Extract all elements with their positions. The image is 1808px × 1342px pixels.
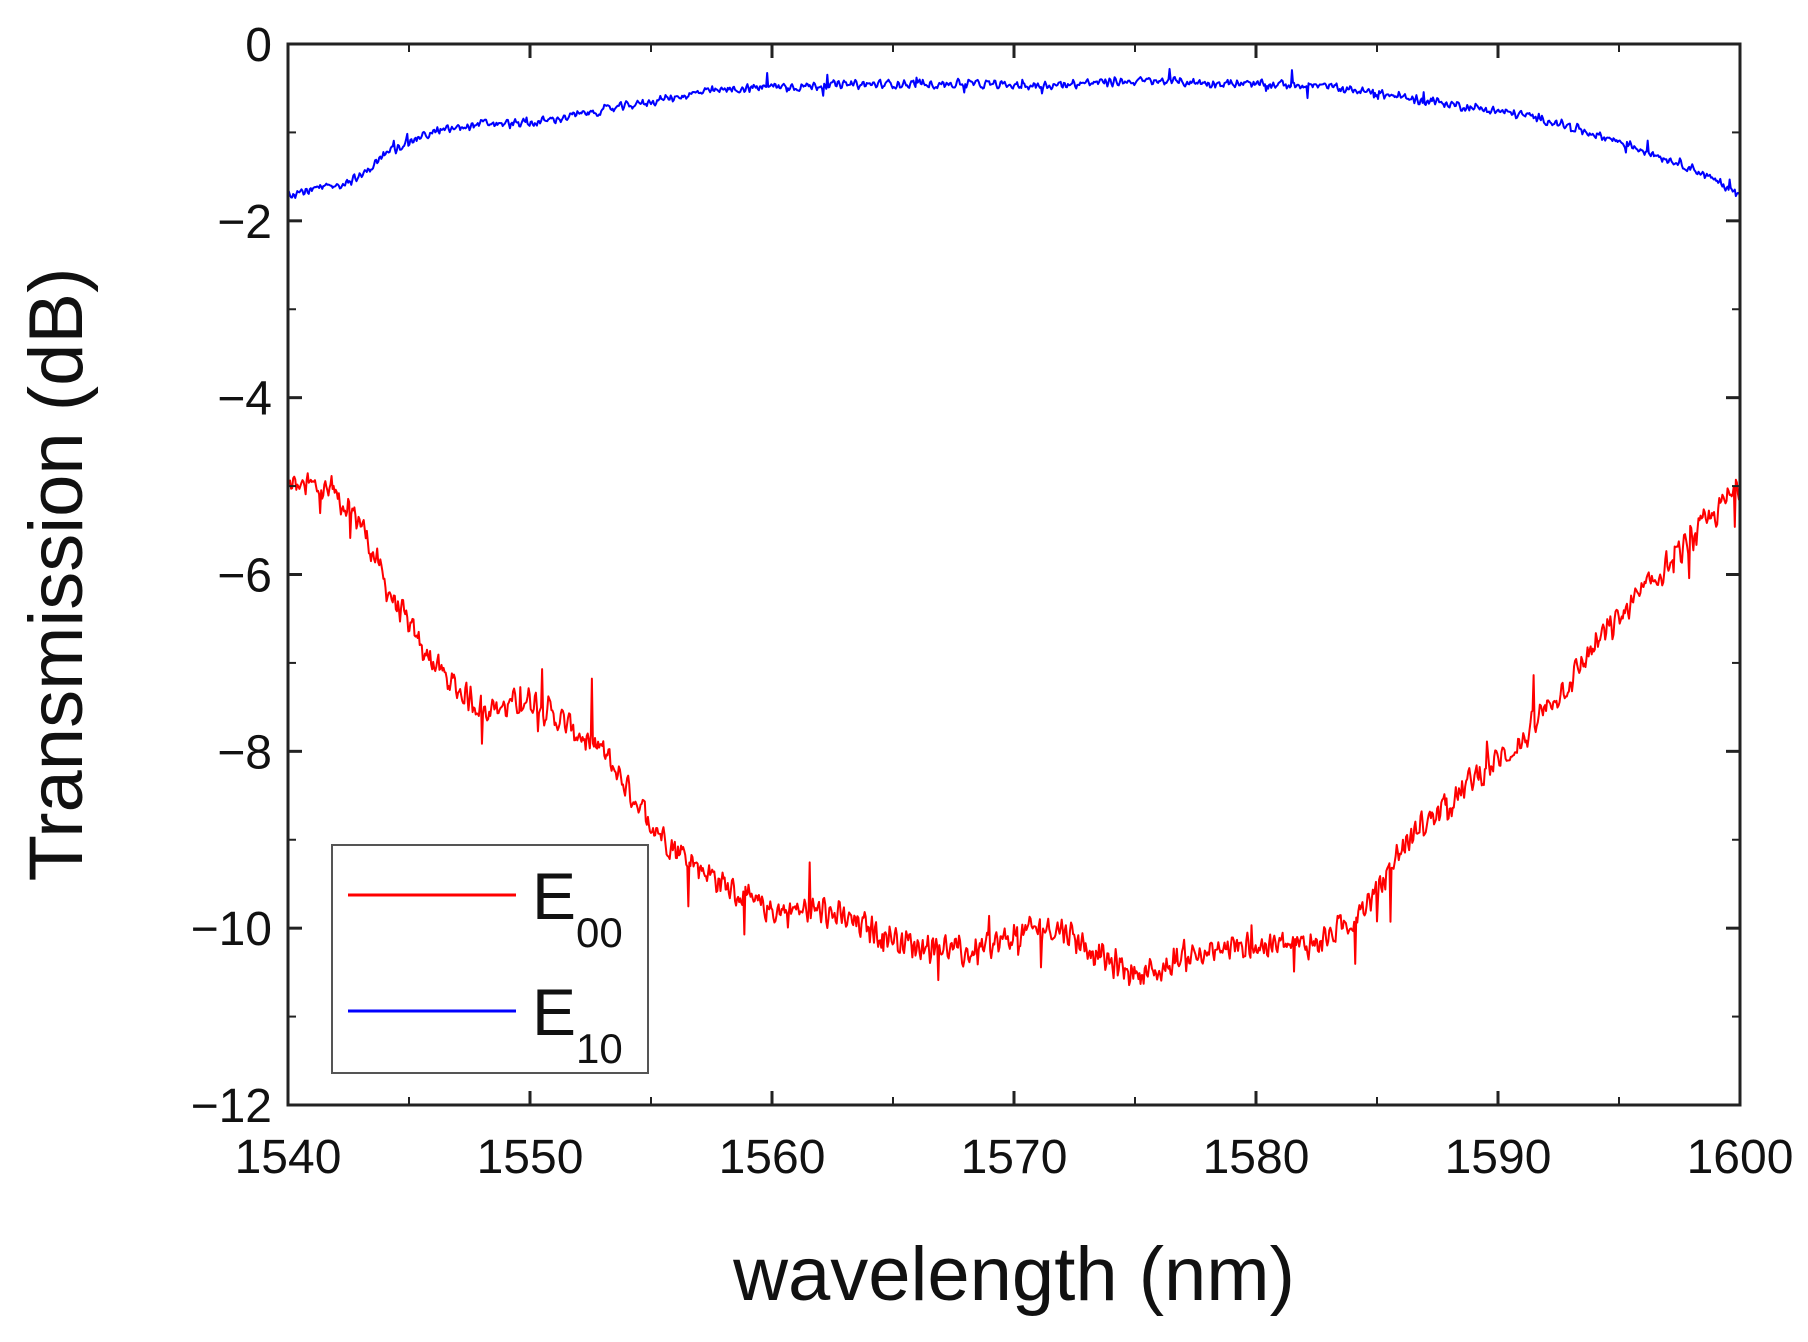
x-tick-label: 1540 <box>235 1131 342 1184</box>
y-tick-labels: 0 −2 −4 −6 −8 −10 −12 <box>191 19 272 1133</box>
x-tick-label: 1600 <box>1687 1131 1794 1184</box>
x-tick-label: 1560 <box>719 1131 826 1184</box>
x-tick-label: 1590 <box>1445 1131 1552 1184</box>
y-tick-label: −4 <box>217 373 272 426</box>
series-line-E00 <box>288 472 1740 987</box>
series-line-E10 <box>288 67 1740 199</box>
y-tick-label: 0 <box>245 19 272 72</box>
x-tick-label: 1570 <box>961 1131 1068 1184</box>
legend-subscript: 10 <box>576 1025 623 1072</box>
y-tick-label: −8 <box>217 726 272 779</box>
x-tick-label: 1580 <box>1203 1131 1310 1184</box>
x-tick-labels: 1540 1550 1560 1570 1580 1590 1600 <box>235 1131 1794 1184</box>
x-axis-title: wavelength (nm) <box>732 1232 1295 1317</box>
legend-subscript: 00 <box>576 909 623 956</box>
y-tick-label: −6 <box>217 550 272 603</box>
y-tick-label: −12 <box>191 1080 272 1133</box>
y-tick-label: −2 <box>217 196 272 249</box>
y-tick-label: −10 <box>191 903 272 956</box>
y-ticks <box>288 42 1740 1107</box>
series-layer <box>288 67 1740 987</box>
x-ticks <box>286 44 1742 1105</box>
x-tick-label: 1550 <box>477 1131 584 1184</box>
y-axis-title: Transmission (dB) <box>14 268 99 882</box>
legend-box <box>331 844 649 1074</box>
